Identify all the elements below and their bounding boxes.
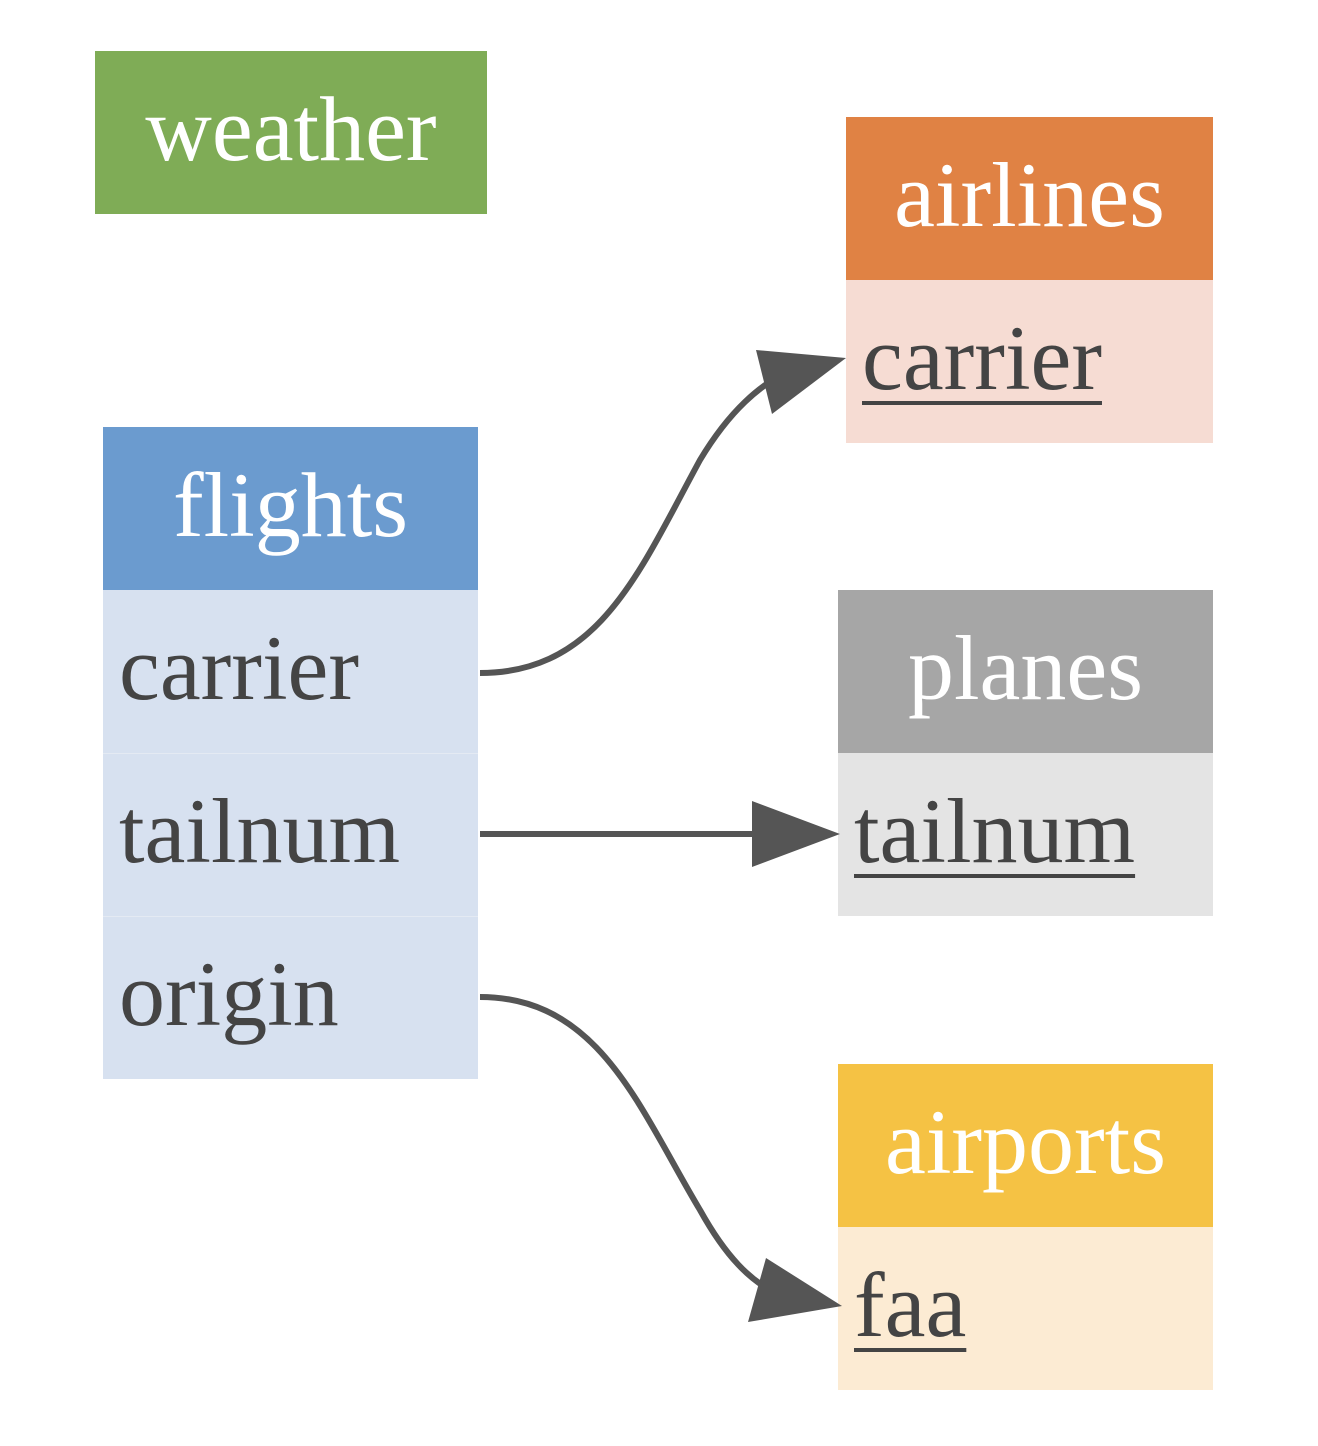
field-label: tailnum	[854, 779, 1136, 882]
field-label: tailnum	[119, 780, 401, 882]
table-header-weather: weather	[95, 51, 487, 214]
field-label: origin	[119, 943, 339, 1045]
arrowhead-planes-icon	[752, 801, 840, 867]
edge-flights-carrier-to-airlines-carrier	[479, 367, 792, 676]
arrowhead-airports-icon	[748, 1258, 842, 1322]
table-planes: planes tailnum	[838, 590, 1213, 916]
field-flights-tailnum: tailnum	[103, 753, 478, 916]
field-label: carrier	[119, 616, 359, 719]
table-header-flights: flights	[103, 427, 478, 590]
table-flights: flights carrier tailnum origin	[103, 427, 478, 1079]
field-flights-origin: origin	[103, 916, 478, 1079]
table-weather: weather	[95, 51, 487, 214]
table-title-planes: planes	[907, 616, 1144, 719]
edge-flights-origin-to-airports-faa	[479, 994, 782, 1298]
table-header-airlines: airlines	[846, 117, 1213, 280]
table-airports: airports faa	[838, 1064, 1213, 1390]
table-header-planes: planes	[838, 590, 1213, 753]
field-airports-faa: faa	[838, 1227, 1213, 1390]
table-airlines: airlines carrier	[846, 117, 1213, 443]
field-planes-tailnum: tailnum	[838, 753, 1213, 916]
field-label: faa	[854, 1253, 967, 1356]
arrowhead-airlines-icon	[756, 350, 846, 414]
table-title-flights: flights	[172, 453, 409, 556]
table-title-airports: airports	[884, 1090, 1167, 1193]
table-title-airlines: airlines	[894, 143, 1165, 246]
field-label: carrier	[862, 306, 1102, 409]
table-title-weather: weather	[145, 77, 437, 180]
table-header-airports: airports	[838, 1064, 1213, 1227]
field-flights-carrier: carrier	[103, 590, 478, 753]
field-airlines-carrier: carrier	[846, 280, 1213, 443]
